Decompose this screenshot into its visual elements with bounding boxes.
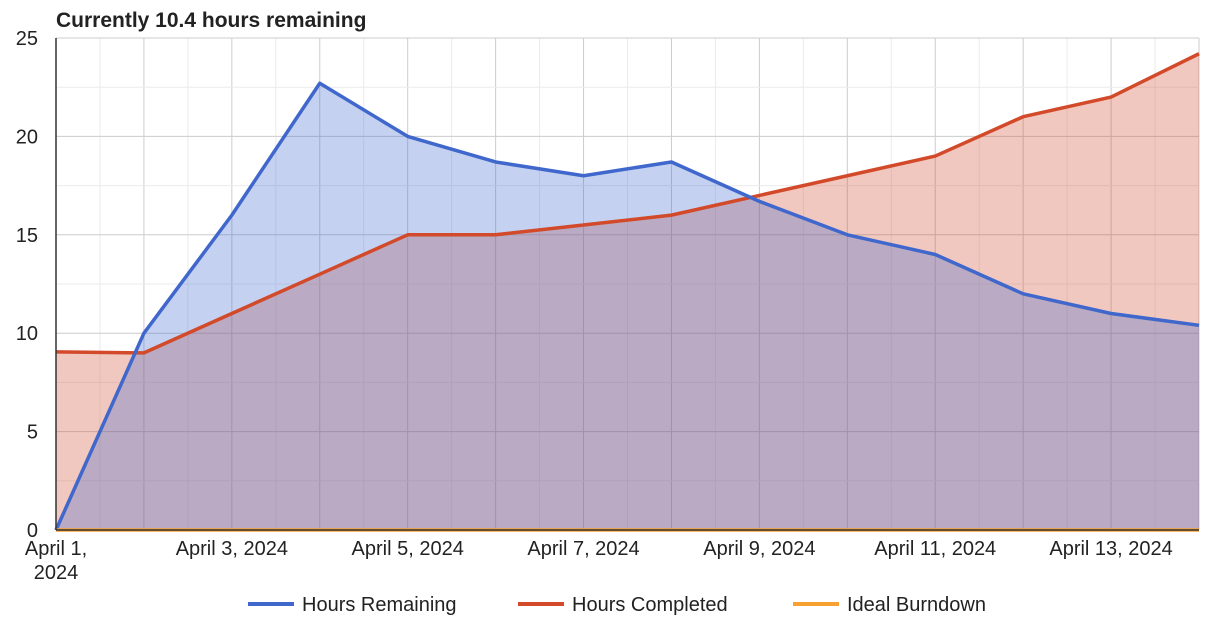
legend-label: Ideal Burndown bbox=[847, 594, 986, 616]
area-hours-completed bbox=[56, 53, 1199, 531]
x-tick-label: April 3, 2024 bbox=[176, 538, 288, 560]
x-tick-label: April 5, 2024 bbox=[352, 538, 464, 560]
y-tick-label: 0 bbox=[27, 520, 38, 542]
line-hours-remaining bbox=[54, 81, 1200, 531]
legend-label: Hours Remaining bbox=[302, 594, 457, 616]
x-tick-label: April 1, bbox=[25, 538, 87, 560]
y-tick-label: 10 bbox=[16, 323, 38, 345]
x-tick-label: April 7, 2024 bbox=[527, 538, 639, 560]
area-hours-remaining bbox=[56, 83, 1199, 530]
x-tick-label: April 11, 2024 bbox=[874, 538, 996, 560]
grid bbox=[55, 37, 1200, 531]
y-tick-label: 5 bbox=[27, 422, 38, 444]
line-hours-completed bbox=[55, 52, 1200, 355]
x-tick-label: April 13, 2024 bbox=[1049, 538, 1172, 560]
y-axis-ticks: 0 5 10 15 20 25 bbox=[16, 28, 38, 542]
y-tick-label: 25 bbox=[16, 28, 38, 50]
series-areas bbox=[56, 53, 1199, 531]
axes bbox=[55, 38, 1199, 531]
x-tick-label: 2024 bbox=[34, 562, 79, 584]
y-tick-label: 20 bbox=[16, 126, 38, 148]
legend: Hours Remaining Hours Completed Ideal Burn… bbox=[248, 594, 986, 616]
chart-title: Currently 10.4 hours remaining bbox=[56, 9, 366, 32]
x-tick-label: April 9, 2024 bbox=[703, 538, 815, 560]
legend-label: Hours Completed bbox=[572, 594, 728, 616]
x-axis-ticks: April 1,2024 April 3, 2024 April 5, 2024 Ap… bbox=[25, 538, 1173, 584]
y-tick-label: 15 bbox=[16, 225, 38, 247]
